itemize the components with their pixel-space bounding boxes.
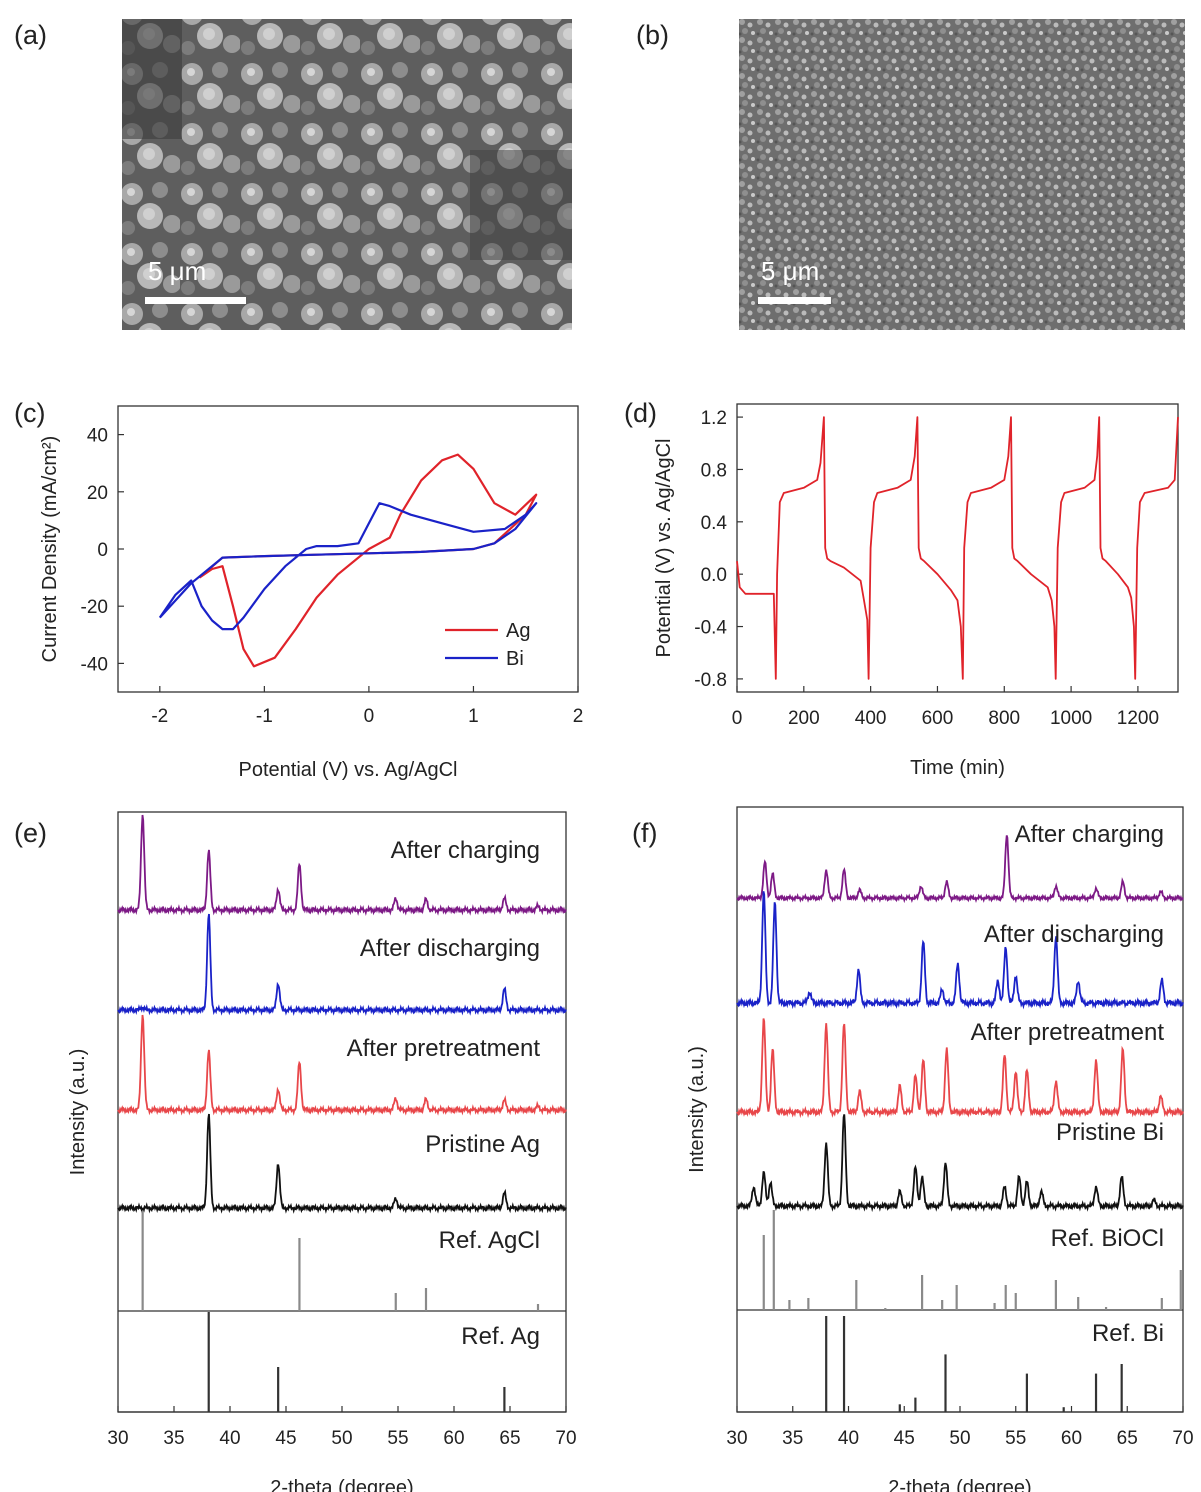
x-tick-label: 50 [949, 1428, 970, 1449]
x-tick-label: 30 [107, 1428, 128, 1449]
x-tick-label: 50 [331, 1428, 352, 1449]
chart-d: 0 200 400 600 800 1000 1200 -0.8 -0.4 0.0 0.4 0.8 1.… [653, 403, 1179, 779]
x-tick-label: 45 [275, 1428, 296, 1449]
chart-e: 30 35 40 45 50 55 60 65 70 2-theta (degree) Intens… [67, 811, 577, 1492]
x-tick-label: -2 [151, 706, 168, 727]
cv-series-ag [198, 453, 538, 668]
chart-f: 30 35 40 45 50 55 60 65 70 2-theta (degree) Intens… [686, 806, 1194, 1492]
y-tick-label: -0.4 [694, 618, 727, 639]
x-tick-label: 70 [1172, 1428, 1193, 1449]
x-tick-label: 40 [838, 1428, 859, 1449]
y-axis-label: Current Density (mA/cm²) [39, 436, 61, 663]
y-axis-label: Potential (V) vs. Ag/AgCl [653, 439, 675, 658]
x-tick-label: 45 [894, 1428, 915, 1449]
x-tick-label: 0 [364, 706, 375, 727]
pattern-label: Ref. Bi [1092, 1320, 1164, 1347]
potential-trace [736, 416, 1179, 680]
x-tick-label: 30 [726, 1428, 747, 1449]
scalebar-a-label: 5 μm [148, 256, 206, 286]
y-tick-label: 20 [87, 483, 108, 504]
xrd-pattern [736, 835, 1184, 904]
pattern-label: After discharging [984, 921, 1164, 948]
panel-f-label: (f) [632, 818, 657, 848]
x-tick-label: 60 [443, 1428, 464, 1449]
panel-d-label: (d) [624, 398, 657, 428]
pattern-label: Pristine Ag [425, 1131, 540, 1158]
sem-image-b: 5 μm [739, 19, 1185, 330]
pattern-label: Ref. AgCl [439, 1227, 540, 1254]
xrd-pattern [117, 1113, 567, 1214]
panel-e-label: (e) [14, 818, 47, 848]
legend-label-bi: Bi [506, 648, 524, 670]
x-tick-label: 65 [499, 1428, 520, 1449]
xrd-pattern [117, 913, 567, 1017]
x-tick-label: 600 [922, 708, 954, 729]
y-tick-label: 1.2 [701, 408, 727, 429]
x-tick-label: 65 [1117, 1428, 1138, 1449]
plot-frame [736, 403, 1179, 693]
x-axis-label: Time (min) [910, 757, 1005, 779]
x-tick-label: 35 [163, 1428, 184, 1449]
x-axis-label: 2-theta (degree) [888, 1477, 1031, 1492]
sem-image-a: 5 μm [122, 19, 572, 330]
pattern-label: Pristine Bi [1056, 1119, 1164, 1146]
panel-a-label: (a) [14, 20, 47, 50]
pattern-label: After charging [1015, 821, 1164, 848]
x-tick-label: 70 [555, 1428, 576, 1449]
pattern-label: After charging [391, 837, 540, 864]
x-tick-label: 0 [732, 708, 743, 729]
y-tick-label: -40 [81, 654, 108, 675]
scalebar-b-label: 5 μm [761, 256, 819, 286]
xrd-pattern [117, 814, 567, 917]
panel-c-label: (c) [14, 398, 45, 428]
y-tick-label: 40 [87, 426, 108, 447]
x-tick-label: 400 [855, 708, 887, 729]
pattern-label: Ref. BiOCl [1051, 1225, 1164, 1252]
x-axis-label: Potential (V) vs. Ag/AgCl [239, 759, 458, 781]
pattern-label: After pretreatment [971, 1019, 1165, 1046]
xrd-pattern [736, 1018, 1184, 1119]
y-axis-label: Intensity (a.u.) [686, 1046, 708, 1173]
legend-label-ag: Ag [506, 620, 530, 642]
x-tick-label: 800 [988, 708, 1020, 729]
x-tick-label: 1000 [1050, 708, 1092, 729]
y-tick-label: 0.0 [701, 565, 727, 586]
x-tick-label: 200 [788, 708, 820, 729]
y-tick-label: 0.4 [701, 513, 728, 534]
x-axis-label: 2-theta (degree) [270, 1477, 413, 1492]
x-tick-label: -1 [256, 706, 273, 727]
y-tick-label: 0.8 [701, 460, 727, 481]
scalebar-b [758, 297, 831, 304]
x-tick-label: 2 [573, 706, 584, 727]
y-axis-label: Intensity (a.u.) [67, 1049, 89, 1176]
y-tick-label: -0.8 [694, 670, 727, 691]
xrd-pattern [736, 891, 1184, 1010]
x-tick-label: 1 [468, 706, 479, 727]
cv-series-bi [158, 502, 538, 631]
x-tick-label: 55 [387, 1428, 408, 1449]
chart-c: -2 -1 0 1 2 -40 -20 0 20 40 Potential (V) vs. Ag/A… [39, 405, 584, 781]
panel-b-label: (b) [636, 20, 669, 50]
xrd-pattern [736, 1114, 1184, 1213]
x-tick-label: 55 [1005, 1428, 1026, 1449]
x-tick-label: 35 [782, 1428, 803, 1449]
x-tick-label: 1200 [1117, 708, 1159, 729]
x-tick-label: 60 [1061, 1428, 1082, 1449]
x-tick-label: 40 [219, 1428, 240, 1449]
xrd-pattern [117, 1014, 567, 1117]
pattern-label: Ref. Ag [461, 1323, 540, 1350]
y-tick-label: -20 [81, 597, 108, 618]
y-tick-label: 0 [97, 540, 108, 561]
pattern-label: After pretreatment [347, 1035, 541, 1062]
scalebar-a [145, 297, 246, 304]
pattern-label: After discharging [360, 935, 540, 962]
